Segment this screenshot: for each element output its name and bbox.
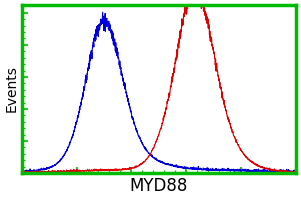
Y-axis label: Events: Events xyxy=(5,65,19,112)
X-axis label: MYD88: MYD88 xyxy=(130,177,188,195)
